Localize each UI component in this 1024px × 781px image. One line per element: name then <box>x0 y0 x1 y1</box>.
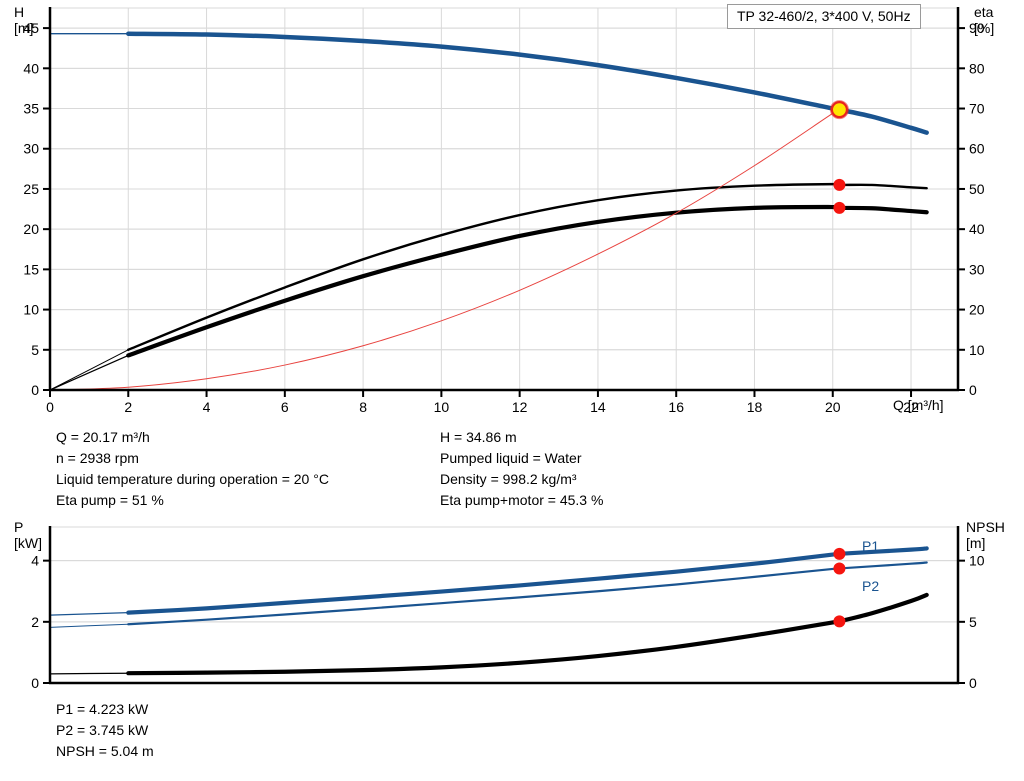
markers <box>829 100 849 214</box>
info-n: n = 2938 rpm <box>56 450 139 466</box>
info-q: Q = 20.17 m³/h <box>56 429 150 445</box>
y2-tick-label: 50 <box>969 181 985 197</box>
y2-tick-label: 30 <box>969 261 985 277</box>
info-h: H = 34.86 m <box>440 429 517 445</box>
tick-labels: 0 5 10 15 20 25 30 35 40 45 0 10 20 30 40 50 60 70 80 90 0 2 4… <box>23 20 984 415</box>
x-tick-label: 22 <box>903 399 919 415</box>
info-liquid-temperature: Liquid temperature during operation = 20… <box>56 471 329 487</box>
p1-curve-label: P1 <box>862 538 880 554</box>
eta-pump-motor-point <box>833 201 846 214</box>
markers <box>833 547 846 628</box>
curve-p2-thin <box>49 623 129 628</box>
y-tick-label: 4 <box>31 553 39 569</box>
y-tick-label: 0 <box>31 382 39 398</box>
curve-p1 <box>126 546 929 615</box>
y-tick-label: 0 <box>31 675 39 691</box>
curve-eta-pump-thin <box>49 349 129 391</box>
curve-eta-pump <box>127 182 928 351</box>
y-tick-label: 25 <box>23 181 39 197</box>
x-tick-label: 6 <box>281 399 289 415</box>
curve-npsh-thin <box>49 672 129 675</box>
x-tick-label: 20 <box>825 399 841 415</box>
x-tick-label: 12 <box>512 399 528 415</box>
y2-tick-label: 90 <box>969 20 985 36</box>
x-tick-label: 8 <box>359 399 367 415</box>
duty-point-halo <box>829 100 849 120</box>
axes <box>43 526 965 685</box>
curve-duty <box>49 107 842 391</box>
x-tick-label: 16 <box>668 399 684 415</box>
info-p2: P2 = 3.745 kW <box>56 722 149 738</box>
upper-x-axis-title: Q [m³/h] <box>893 397 944 413</box>
y2-tick-label: 80 <box>969 60 985 76</box>
y-tick-label: 5 <box>31 342 39 358</box>
curve-p2 <box>127 561 928 626</box>
duty-point <box>830 101 849 119</box>
lower-y2-axis-title: NPSH [m] <box>966 519 1005 551</box>
y2-tick-label: 5 <box>969 614 977 630</box>
y2-tick-label: 60 <box>969 141 985 157</box>
p2-point <box>833 562 846 575</box>
curve-eta-pump-motor-thin <box>49 354 129 391</box>
x-tick-label: 14 <box>590 399 606 415</box>
y-tick-label: 20 <box>23 221 39 237</box>
power-npsh-chart: 0 2 4 0 5 10 <box>31 526 985 691</box>
x-tick-label: 2 <box>124 399 132 415</box>
info-density: Density = 998.2 kg/m³ <box>440 471 577 487</box>
y2-tick-label: 10 <box>969 553 985 569</box>
grid-lines <box>50 526 958 623</box>
y2-tick-label: 0 <box>969 382 977 398</box>
upper-y-axis-title: H [m] <box>14 4 34 36</box>
y-tick-label: 30 <box>23 141 39 157</box>
x-tick-label: 4 <box>203 399 211 415</box>
y2-tick-label: 10 <box>969 342 985 358</box>
head-efficiency-chart: 0 5 10 15 20 25 30 35 40 45 0 10 20 30 40 50 60 70 80 90 0 2 4… <box>23 7 985 415</box>
tick-labels: 0 2 4 0 5 10 <box>31 553 985 691</box>
pump-model-title: TP 32-460/2, 3*400 V, 50Hz <box>727 4 921 29</box>
curves <box>49 31 929 391</box>
axes <box>43 7 965 397</box>
x-tick-label: 0 <box>46 399 54 415</box>
p1-point <box>833 547 846 560</box>
y-tick-label: 45 <box>23 20 39 36</box>
curve-eta-pump-motor <box>126 204 929 358</box>
lower-y-axis-title: P [kW] <box>14 519 42 551</box>
npsh-point <box>833 615 846 628</box>
y-tick-label: 40 <box>23 60 39 76</box>
x-tick-label: 10 <box>434 399 450 415</box>
y2-tick-label: 20 <box>969 302 985 318</box>
info-p1: P1 = 4.223 kW <box>56 701 149 717</box>
upper-y2-axis-title: eta [%] <box>974 4 995 36</box>
info-pumped-liquid: Pumped liquid = Water <box>440 450 582 466</box>
y-tick-label: 2 <box>31 614 39 630</box>
y2-tick-label: 0 <box>969 675 977 691</box>
curve-p1-thin <box>49 612 129 616</box>
y-tick-label: 35 <box>23 101 39 117</box>
y2-tick-label: 70 <box>969 101 985 117</box>
y-tick-label: 10 <box>23 302 39 318</box>
eta-pump-point <box>833 178 846 191</box>
curve-h-head- <box>126 31 929 135</box>
y-tick-label: 15 <box>23 261 39 277</box>
curves <box>49 546 929 676</box>
info-eta-pump: Eta pump = 51 % <box>56 492 164 508</box>
x-tick-label: 18 <box>747 399 763 415</box>
curve-npsh <box>126 592 929 676</box>
info-eta-pump-motor: Eta pump+motor = 45.3 % <box>440 492 604 508</box>
y2-tick-label: 40 <box>969 221 985 237</box>
info-npsh: NPSH = 5.04 m <box>56 743 154 759</box>
p2-curve-label: P2 <box>862 578 880 594</box>
